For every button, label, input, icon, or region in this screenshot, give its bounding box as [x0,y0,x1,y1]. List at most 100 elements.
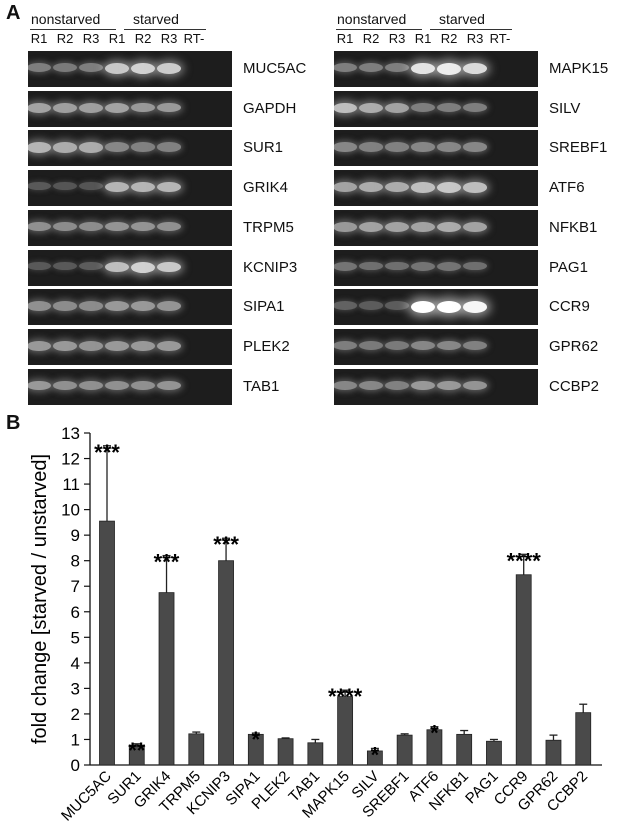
significance-label: **** [507,548,542,573]
gel-band [385,340,409,350]
gel-band [411,182,435,193]
gene-label-ccbp2: CCBP2 [549,377,600,395]
gel-band [53,380,77,391]
gel-band [437,63,461,75]
group-label-nonstarved: nonstarved [337,11,407,27]
gel-band [53,301,77,311]
gel-strip-gapdh [28,90,232,127]
gel-band [334,261,357,271]
gel-band [53,340,77,351]
gel-strip-sur1 [28,130,232,167]
gene-label-tab1: TAB1 [243,377,280,395]
gel-band [437,142,461,152]
gel-strip-trpm5 [28,209,232,246]
gene-label-gapdh: GAPDH [243,99,297,117]
gene-label-plek2: PLEK2 [243,337,290,355]
lane-label: R1 [336,31,354,46]
gel-band [359,380,383,390]
y-tick-label: 11 [62,475,80,494]
bar-ccbp2 [575,712,592,766]
y-tick-label: 1 [71,730,80,749]
gel-band [53,142,77,153]
bar-muc5ac [99,520,115,766]
gene-label-sipa1: SIPA1 [243,298,285,316]
gel-band [28,301,51,311]
gel-band [385,102,409,113]
gel-band [105,142,129,152]
significance-label: *** [94,440,120,465]
gel-band [79,340,103,351]
gel-strip-mapk15 [334,51,538,87]
gel-band [157,301,181,311]
gel-band [463,221,487,232]
significance-label: * [371,742,380,767]
lane-label: R1 [30,31,48,46]
gel-band [79,102,103,113]
gel-band [79,63,103,73]
gel-band [359,142,383,152]
bar-srebf1 [396,734,413,766]
gel-band [463,380,487,391]
y-tick-label: 13 [61,424,80,443]
gene-label-mapk15: MAPK15 [549,60,609,77]
gene-label-atf6: ATF6 [549,179,585,197]
group-underline-nonstarved [336,29,422,30]
gel-strip-srebf1 [334,130,538,167]
y-tick-label: 8 [71,552,80,571]
panel-a-letter: A [6,2,21,24]
gel-band [105,301,129,311]
gel-band [157,261,181,273]
gel-band [79,380,103,391]
gel-band [359,182,383,193]
gel-strip-gpr62 [334,328,538,365]
gel-strip-pag1 [334,249,538,286]
gel-band [437,380,461,391]
gel-band [334,63,357,73]
gene-label-pag1: PAG1 [549,258,588,276]
gel-band [28,340,51,351]
lane-label: R3 [82,31,100,46]
gel-band [437,261,461,271]
gel-strip-ccbp2 [334,368,538,405]
gel-band [463,142,487,152]
gel-band [463,182,487,193]
lane-label: R2 [56,31,74,46]
gel-band [385,182,409,193]
gel-band [131,182,155,193]
gel-band [53,261,77,270]
gene-label-sur1: SUR1 [243,139,284,157]
gel-strip-atf6 [334,170,538,207]
gel-band [105,102,129,113]
lane-label: RT- [489,31,511,46]
gel-band [28,102,51,113]
gel-band [334,340,357,351]
y-tick-label: 4 [71,654,80,673]
gel-band [334,380,357,390]
significance-label: **** [328,684,363,709]
bar-pag1 [486,740,502,766]
gene-label-nfkb1: NFKB1 [549,218,598,236]
gel-band [334,182,357,193]
lane-label: RT- [183,31,205,46]
bar-sipa1 [247,733,264,766]
gel-band [79,221,103,232]
lane-label: R2 [134,31,152,46]
lane-label: R2 [440,31,458,46]
gel-band [28,63,51,73]
gel-strip-muc5ac [28,51,232,87]
gel-strip-tab1 [28,368,232,405]
gel-band [131,63,155,74]
gel-band [359,340,383,350]
group-underline-starved [124,29,206,30]
gel-band [131,340,155,351]
panel-b-letter: B [6,412,21,434]
y-tick-label: 12 [61,450,80,469]
gel-band [334,142,357,152]
gel-band [79,261,103,270]
gel-band [385,261,409,271]
gel-band [437,221,461,232]
gel-band [411,102,435,112]
significance-label: *** [154,550,180,575]
gel-band [385,301,409,310]
gel-band [359,102,383,113]
